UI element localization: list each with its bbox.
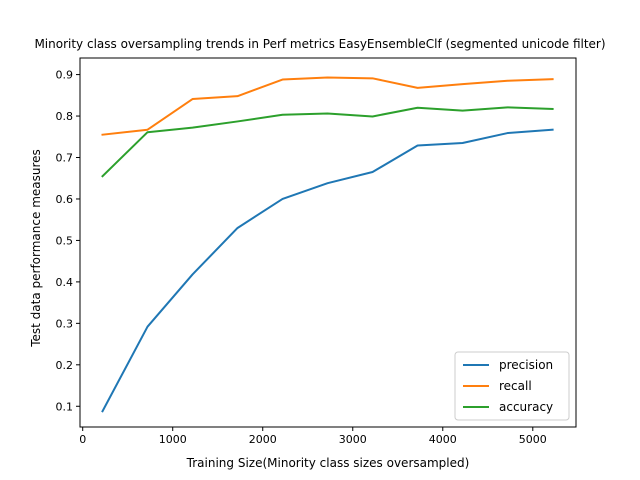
plot-frame [79,57,577,428]
legend-box [454,351,570,421]
series-line-recall [101,76,554,136]
y-tick-label: 0.2 [56,359,74,372]
y-tick-label: 0.8 [56,110,74,123]
y-tick-label: 0.6 [56,193,74,206]
y-tick-label: 0.1 [56,400,74,413]
y-tick-label: 0.9 [56,69,74,82]
plot-area: 0 1000 2000 3000 4000 5000 0.1 0.2 0.3 0.4 0.5 0.6 0… [56,57,577,446]
y-tick-label: 0.3 [56,317,74,330]
x-tick-label: 4000 [429,433,457,446]
x-tick-label: 3000 [339,433,367,446]
chart-title: Minority class oversampling trends in Pe… [34,37,605,51]
x-tick-label: 5000 [519,433,547,446]
y-tick-label: 0.7 [56,152,74,165]
legend-label-accuracy: accuracy [499,400,553,414]
x-tick-label: 0 [79,433,86,446]
legend-label-recall: recall [499,379,532,393]
x-tick-label: 1000 [159,433,187,446]
x-axis-label: Training Size(Minority class sizes overs… [186,456,470,470]
y-tick-label: 0.5 [56,234,74,247]
x-tick-label: 2000 [249,433,277,446]
y-tick-label: 0.4 [56,276,74,289]
series-line-accuracy [101,106,554,178]
legend-label-precision: precision [499,358,553,372]
y-axis-label: Test data performance measures [29,149,43,348]
legend: precision recall accuracy [454,351,570,421]
series-line-precision [101,128,554,413]
